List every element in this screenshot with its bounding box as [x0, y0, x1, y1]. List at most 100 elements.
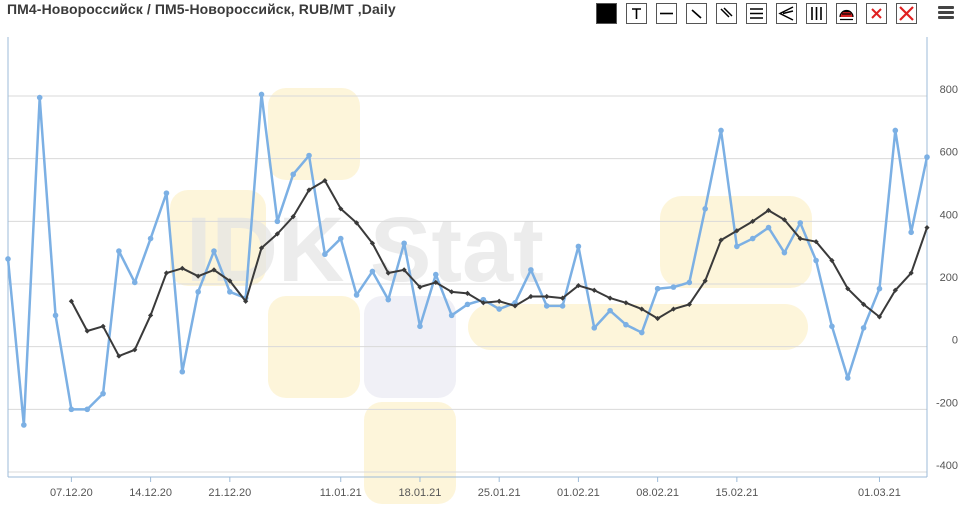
moving-average-point[interactable] [591, 287, 597, 293]
moving-average-point[interactable] [544, 293, 550, 300]
daily-point[interactable] [353, 292, 360, 298]
moving-average-point[interactable] [528, 293, 534, 300]
moving-average-point[interactable] [100, 323, 106, 329]
moving-average-point[interactable] [655, 315, 661, 322]
moving-average-point[interactable] [480, 300, 486, 306]
vertical-lines-icon[interactable] [806, 3, 827, 24]
moving-average-point[interactable] [734, 228, 740, 234]
moving-average-point[interactable] [401, 267, 407, 273]
daily-point[interactable] [417, 323, 423, 330]
fill-square-icon[interactable] [596, 3, 617, 24]
daily-point[interactable] [322, 251, 328, 258]
moving-average-point[interactable] [686, 301, 692, 307]
moving-average-point[interactable] [417, 284, 423, 290]
pitchfork-icon[interactable] [776, 3, 797, 24]
daily-point[interactable] [163, 190, 170, 196]
daily-point[interactable] [100, 390, 106, 397]
moving-average-point[interactable] [781, 217, 787, 223]
moving-average-point[interactable] [148, 312, 154, 318]
daily-point[interactable] [179, 368, 186, 375]
hamburger-menu-icon[interactable] [937, 6, 955, 20]
moving-average-point[interactable] [765, 207, 772, 213]
daily-point[interactable] [448, 312, 455, 319]
moving-average-point[interactable] [623, 300, 629, 306]
daily-point[interactable] [638, 329, 645, 336]
moving-average-point[interactable] [512, 303, 518, 309]
moving-average-point[interactable] [861, 301, 867, 307]
delete-object-icon[interactable] [866, 3, 887, 24]
daily-point[interactable] [227, 289, 233, 295]
daily-point[interactable] [607, 307, 613, 314]
daily-point[interactable] [337, 235, 344, 242]
moving-average-point[interactable] [876, 314, 883, 320]
daily-point[interactable] [844, 375, 851, 381]
moving-average-point[interactable] [845, 286, 851, 292]
daily-point[interactable] [860, 325, 867, 331]
daily-point[interactable] [575, 243, 582, 250]
moving-average-point[interactable] [892, 287, 898, 293]
moving-average-point[interactable] [449, 289, 455, 295]
delete-all-icon[interactable] [896, 3, 917, 24]
moving-average-point[interactable] [211, 267, 217, 273]
moving-average-point[interactable] [908, 270, 914, 276]
daily-point[interactable] [211, 248, 217, 254]
daily-point[interactable] [274, 218, 281, 225]
moving-average-point[interactable] [718, 237, 724, 243]
fibonacci-levels-icon[interactable] [746, 3, 767, 24]
daily-point[interactable] [654, 285, 661, 292]
arc-tool-icon[interactable] [836, 3, 857, 24]
moving-average-point[interactable] [639, 306, 645, 312]
daily-point[interactable] [829, 323, 835, 330]
moving-average-point[interactable] [179, 265, 185, 271]
daily-point[interactable] [908, 229, 914, 236]
daily-point[interactable] [290, 171, 297, 178]
moving-average-point[interactable] [258, 245, 265, 251]
daily-point[interactable] [749, 235, 756, 242]
moving-average-point[interactable] [813, 239, 819, 245]
horizontal-line-icon[interactable] [656, 3, 677, 24]
moving-average-point[interactable] [322, 178, 328, 184]
daily-point[interactable] [496, 306, 502, 312]
daily-point[interactable] [21, 422, 27, 428]
moving-average-point[interactable] [306, 187, 312, 193]
moving-average-point[interactable] [132, 347, 138, 353]
daily-point[interactable] [591, 325, 598, 331]
moving-average-point[interactable] [163, 270, 170, 276]
daily-point[interactable] [702, 206, 708, 212]
trend-line-icon[interactable] [686, 3, 707, 24]
moving-average-point[interactable] [607, 295, 613, 301]
moving-average-point[interactable] [924, 225, 930, 231]
daily-point[interactable] [765, 224, 772, 231]
daily-point[interactable] [924, 154, 930, 160]
moving-average-point[interactable] [702, 278, 708, 284]
daily-point[interactable] [734, 243, 740, 250]
moving-average-point[interactable] [829, 257, 835, 264]
daily-point[interactable] [464, 301, 471, 308]
moving-average-point[interactable] [290, 214, 296, 220]
daily-point[interactable] [68, 406, 75, 413]
daily-point[interactable] [258, 91, 265, 98]
daily-point[interactable] [892, 127, 899, 134]
daily-point[interactable] [686, 279, 693, 286]
daily-point[interactable] [116, 248, 122, 254]
moving-average-point[interactable] [243, 298, 249, 304]
moving-average-point[interactable] [274, 231, 280, 237]
moving-average-point[interactable] [195, 273, 201, 279]
daily-point[interactable] [36, 94, 43, 101]
text-tool-icon[interactable] [626, 3, 647, 24]
moving-average-point[interactable] [353, 220, 360, 226]
daily-point[interactable] [797, 220, 804, 226]
moving-average-point[interactable] [496, 298, 502, 304]
moving-average-point[interactable] [116, 353, 122, 359]
daily-point[interactable] [52, 312, 59, 319]
daily-point[interactable] [369, 268, 376, 275]
moving-average-point[interactable] [433, 279, 439, 286]
moving-average-point[interactable] [670, 306, 677, 312]
daily-point[interactable] [401, 240, 407, 247]
moving-average-point[interactable] [227, 278, 233, 284]
daily-point[interactable] [670, 284, 677, 290]
daily-point[interactable] [559, 303, 566, 309]
daily-point[interactable] [147, 235, 154, 242]
moving-average-point[interactable] [68, 298, 74, 304]
moving-average-point[interactable] [84, 328, 90, 334]
